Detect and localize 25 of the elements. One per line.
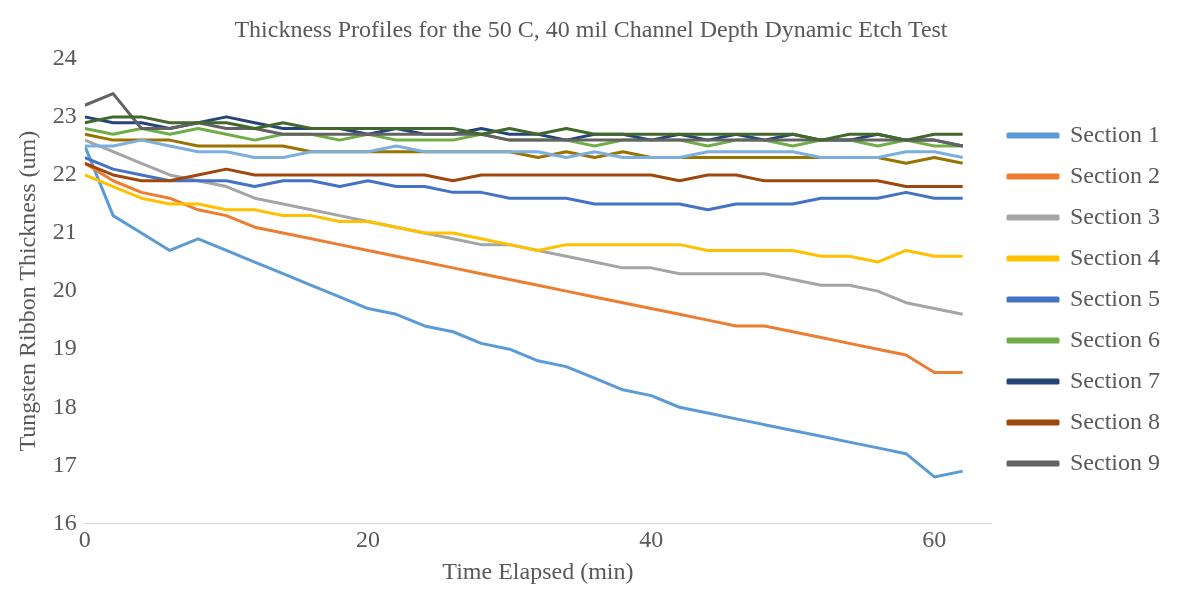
- y-tick-label: 24: [52, 44, 77, 71]
- legend-label: Section 3: [1070, 202, 1161, 229]
- y-tick-label: 22: [52, 160, 77, 187]
- legend-label: Section 8: [1070, 407, 1161, 434]
- legend-label: Section 4: [1070, 243, 1161, 270]
- y-tick-label: 17: [52, 450, 77, 477]
- y-axis-title: Tungsten Ribbon Thickness (um): [13, 130, 40, 452]
- y-tick-label: 21: [52, 218, 77, 245]
- y-tick-label: 23: [52, 102, 77, 129]
- chart-title: Thickness Profiles for the 50 C, 40 mil Channel Depth Dynamic Etch Test: [234, 15, 948, 42]
- x-tick-label: 40: [639, 526, 664, 553]
- legend-label: Section 7: [1070, 366, 1161, 393]
- legend-label: Section 1: [1070, 120, 1161, 147]
- x-tick-label: 0: [78, 526, 91, 553]
- y-tick-label: 18: [52, 392, 77, 419]
- y-tick-label: 19: [52, 334, 77, 361]
- y-tick-label: 16: [52, 508, 77, 535]
- legend-label: Section 9: [1070, 448, 1161, 475]
- legend-label: Section 6: [1070, 325, 1161, 352]
- legend-label: Section 2: [1070, 161, 1161, 188]
- x-tick-label: 60: [922, 526, 947, 553]
- x-tick-label: 20: [355, 526, 380, 553]
- y-tick-label: 20: [52, 276, 77, 303]
- legend-label: Section 5: [1070, 284, 1161, 311]
- x-axis-title: Time Elapsed (min): [442, 557, 634, 584]
